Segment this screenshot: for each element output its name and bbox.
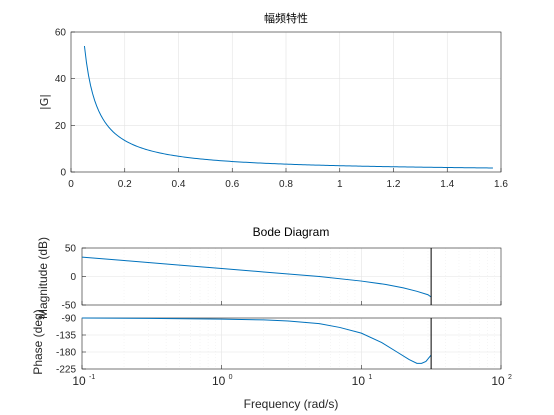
- top-y-axis-label: |G|: [38, 94, 51, 110]
- top-x-tick-label: 1.2: [387, 179, 401, 190]
- bode-chart-title: Bode Diagram: [253, 225, 330, 239]
- phase-y-tick-label: -180: [56, 348, 76, 359]
- bode-x-tick-label-exponent: 0: [229, 374, 233, 381]
- magnitude-y-ticks: 50 0 -50: [62, 244, 86, 312]
- top-series-line: [83, 45, 493, 169]
- phase-y-axis-label: Phase (deg): [31, 309, 45, 374]
- phase-series-line: [81, 317, 432, 364]
- magnitude-y-tick-label: 0: [70, 272, 76, 283]
- magnitude-y-tick-label: 50: [65, 244, 77, 255]
- bode-x-tick-label-base: 10: [72, 374, 86, 388]
- magnitude-y-axis-label: Magnitude (dB): [36, 237, 50, 319]
- top-chart-title: 幅频特性: [264, 11, 308, 25]
- top-y-ticks: 0 20 40 60: [55, 28, 75, 179]
- top-x-tick-label: 0.4: [172, 179, 186, 190]
- bode-x-tick-label-base: 10: [212, 374, 226, 388]
- bode-x-ticks: 10 -1 10 0 10 1 10 2: [72, 301, 512, 388]
- bode-x-tick-label-exponent: 1: [368, 374, 372, 381]
- bode-x-tick-label-base: 10: [491, 374, 505, 388]
- phase-y-tick-label: -90: [62, 314, 77, 325]
- phase-y-tick-label: -225: [56, 365, 76, 376]
- top-x-tick-label: 0.6: [225, 179, 239, 190]
- top-x-tick-label: 0: [68, 179, 74, 190]
- phase-y-tick-label: -135: [56, 331, 76, 342]
- top-x-tick-label: 1: [337, 179, 343, 190]
- top-x-tick-label: 0.2: [118, 179, 132, 190]
- top-y-tick-label: 60: [55, 28, 67, 39]
- bode-x-tick-label-exponent: -1: [89, 374, 95, 381]
- magnitude-series-line: [81, 256, 432, 298]
- top-x-tick-label: 1.4: [440, 179, 454, 190]
- top-chart: 幅频特性 0 0.2 0.4 0.6 0.8 1 1.2 1.4 1.6 0 20 40 60 |G|: [38, 11, 508, 190]
- top-x-tick-label: 0.8: [279, 179, 293, 190]
- top-y-tick-label: 40: [55, 74, 67, 85]
- top-x-ticks: 0 0.2 0.4 0.6 0.8 1 1.2 1.4 1.6: [68, 168, 508, 190]
- bode-x-axis-label: Frequency (rad/s): [244, 397, 339, 411]
- bode-x-tick-label-exponent: 2: [508, 374, 512, 381]
- top-y-tick-label: 0: [60, 168, 66, 179]
- top-y-tick-label: 20: [55, 121, 67, 132]
- magnitude-y-tick-label: -50: [62, 301, 77, 312]
- phase-plot-frame: [81, 317, 502, 370]
- bode-chart: Bode Diagram 500-50 -90-135-180-225 10 -1…: [31, 225, 512, 411]
- top-x-tick-label: 1.6: [494, 179, 508, 190]
- phase-plot-area: [82, 318, 501, 369]
- phase-y-ticks: -90 -135 -180 -225: [56, 314, 86, 376]
- bode-x-tick-label-base: 10: [352, 374, 366, 388]
